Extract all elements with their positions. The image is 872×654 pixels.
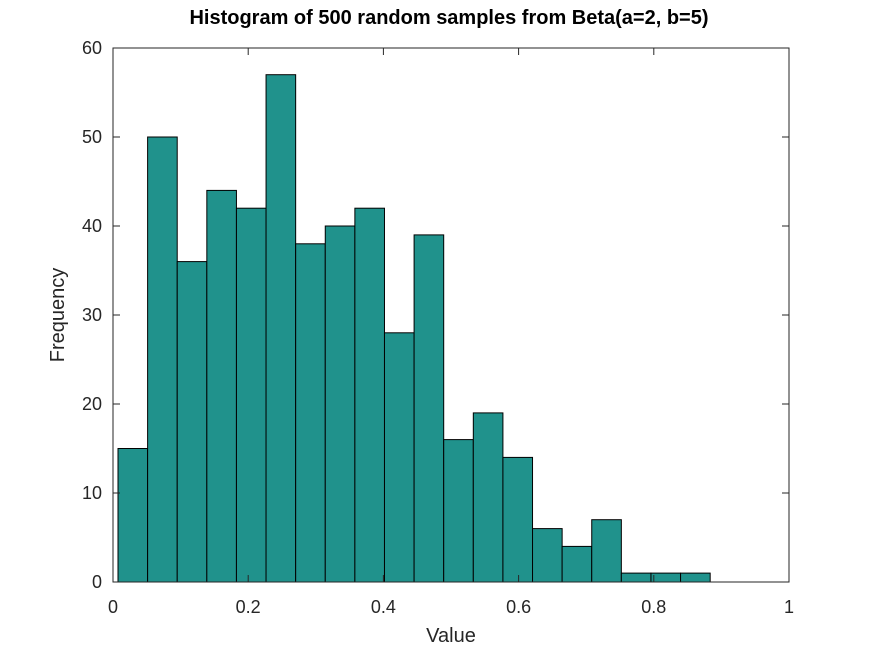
histogram-bar [383, 332, 415, 583]
histogram-bar [502, 456, 534, 583]
bars [117, 74, 711, 583]
x-tick-label: 1 [784, 597, 794, 617]
y-tick-label: 10 [82, 483, 102, 503]
y-tick-label: 60 [82, 38, 102, 58]
histogram-bar [206, 189, 237, 583]
y-tick-label: 20 [82, 394, 102, 414]
x-tick-label: 0.2 [236, 597, 261, 617]
x-tick-label: 0.6 [506, 597, 531, 617]
histogram-bar [413, 234, 445, 583]
histogram-bar [117, 448, 149, 583]
histogram-bar [443, 439, 474, 583]
y-tick-label: 50 [82, 127, 102, 147]
histogram-bar [532, 528, 563, 583]
chart-title: Histogram of 500 random samples from Bet… [189, 7, 708, 29]
histogram-bar [561, 545, 593, 583]
histogram-bar [650, 572, 682, 583]
x-tick-label: 0.4 [371, 597, 396, 617]
histogram-bar [354, 207, 385, 583]
y-tick-label: 30 [82, 305, 102, 325]
histogram-bar [235, 207, 267, 583]
y-axis-label: Frequency [47, 268, 69, 363]
histogram-bar [591, 519, 622, 583]
histogram-bar [324, 225, 356, 583]
histogram-bar [680, 572, 711, 583]
x-tick-label: 0.8 [641, 597, 666, 617]
x-tick-label: 0 [108, 597, 118, 617]
y-tick-label: 0 [92, 572, 102, 592]
histogram-bar [265, 74, 297, 583]
histogram-bar [147, 136, 178, 583]
histogram-bar [472, 412, 504, 583]
y-tick-label: 40 [82, 216, 102, 236]
histogram-bar [176, 261, 208, 583]
histogram-bar [620, 572, 652, 583]
x-axis-label: Value [426, 625, 476, 647]
histogram-bar [295, 243, 326, 583]
